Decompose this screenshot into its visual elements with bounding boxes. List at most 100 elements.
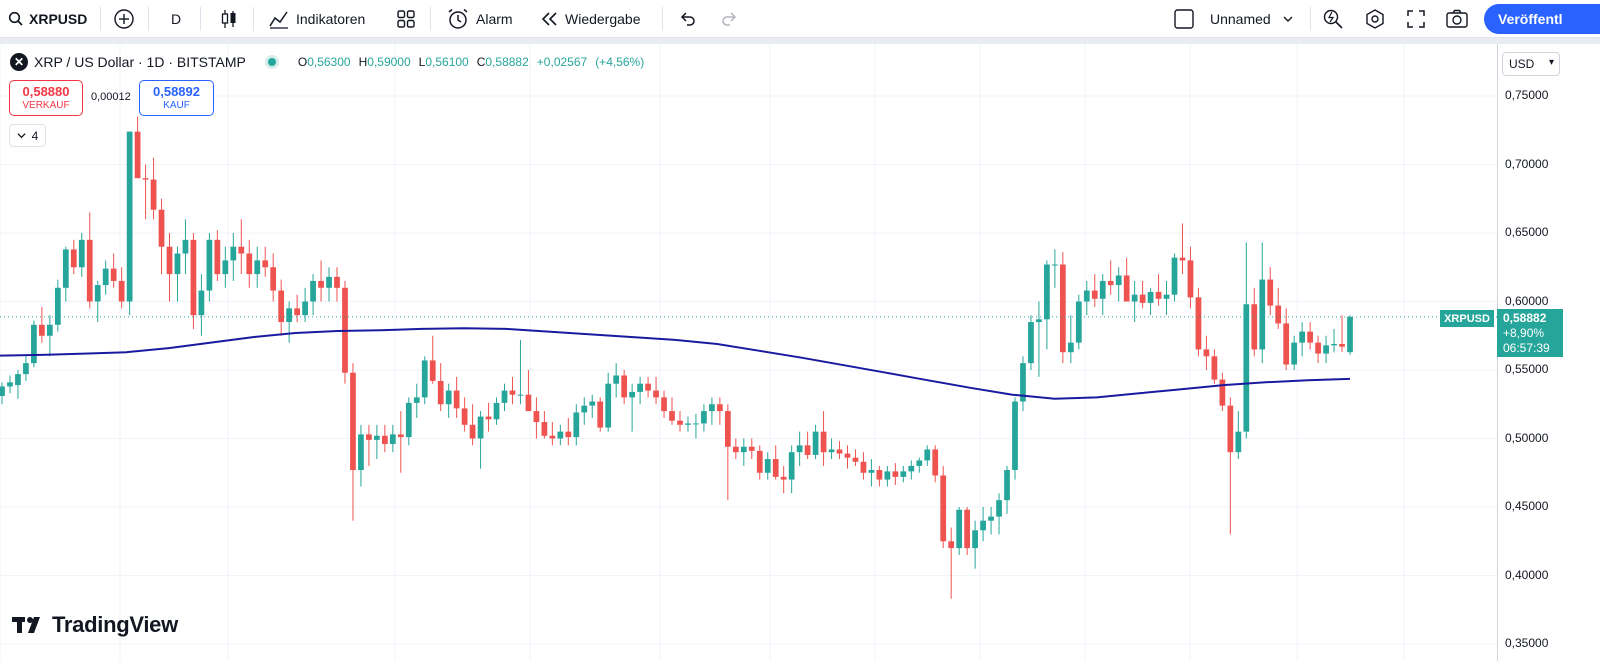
candle-body	[669, 411, 675, 421]
chevron-down-icon	[1283, 16, 1293, 22]
toolbar-separator-bar	[0, 38, 1600, 44]
candle	[796, 431, 803, 466]
candle-body	[764, 459, 771, 473]
currency-label: USD	[1509, 57, 1535, 71]
symbol-price-tag: XRPUSD	[1440, 310, 1494, 327]
candle-body	[724, 411, 731, 447]
candle	[1075, 294, 1082, 350]
indicators-button[interactable]: Indikatoren	[268, 0, 365, 38]
candle-body	[740, 446, 747, 453]
candle-body	[246, 253, 253, 275]
candle	[110, 253, 117, 288]
divider	[1310, 7, 1311, 31]
market-status-icon[interactable]	[267, 58, 276, 66]
candle	[557, 424, 564, 446]
candle	[645, 376, 651, 398]
candles	[0, 116, 1353, 599]
candle	[1179, 223, 1186, 275]
candle	[844, 445, 851, 469]
candle-body	[1067, 342, 1074, 353]
candle	[453, 376, 460, 418]
snapshot-button[interactable]	[1445, 0, 1469, 38]
candle-body	[445, 390, 452, 405]
candle	[310, 274, 316, 316]
publish-button[interactable]: Veröffentl	[1484, 4, 1600, 34]
candle	[988, 507, 994, 535]
fullscreen-button[interactable]	[1406, 0, 1426, 38]
candle-body	[701, 411, 707, 424]
candle	[246, 239, 253, 288]
candle-body	[1012, 401, 1018, 471]
candle	[1052, 249, 1058, 288]
candle	[1235, 411, 1242, 460]
candle-body	[350, 372, 356, 471]
candle-body	[310, 280, 316, 302]
candle	[1299, 322, 1306, 357]
candle	[1339, 315, 1345, 353]
search-icon	[8, 11, 23, 26]
candle-body	[405, 402, 412, 438]
candle	[1091, 274, 1098, 307]
undo-button[interactable]	[679, 0, 697, 38]
candle	[780, 465, 787, 494]
candle-body	[804, 445, 811, 455]
candle	[1219, 372, 1226, 412]
templates-button[interactable]	[395, 0, 417, 38]
candle-body	[142, 178, 149, 180]
chevron-down-icon	[17, 133, 26, 139]
candle-body	[629, 391, 636, 398]
candle-body	[23, 363, 29, 375]
candle	[1187, 246, 1194, 309]
candle-body	[389, 434, 396, 444]
chart-pane[interactable]	[0, 44, 1497, 661]
layout-selector[interactable]: Unnamed	[1173, 0, 1293, 38]
candle	[661, 390, 667, 418]
candle	[397, 411, 404, 473]
currency-selector[interactable]: USD ▾	[1502, 52, 1560, 76]
candle-body	[557, 431, 564, 439]
candle	[724, 404, 731, 501]
candle	[716, 397, 723, 425]
candle-body	[1187, 260, 1194, 298]
candle	[182, 219, 189, 275]
compare-button[interactable]	[113, 0, 135, 38]
candle	[613, 363, 620, 398]
buy-button[interactable]: 0,58892 KAUF	[139, 80, 214, 116]
candle	[1171, 253, 1178, 302]
settings-button[interactable]	[1364, 0, 1386, 38]
candle-body	[732, 446, 739, 453]
quick-search-button[interactable]	[1322, 0, 1344, 38]
alert-button[interactable]: Alarm	[446, 0, 513, 38]
redo-button[interactable]	[720, 0, 738, 38]
interval-button[interactable]: D	[171, 0, 181, 38]
candle-body	[820, 431, 827, 453]
buy-price: 0,58892	[153, 84, 200, 99]
layout-square-icon	[1174, 9, 1194, 29]
candle	[270, 253, 277, 302]
candle	[573, 404, 580, 446]
replay-button[interactable]: Wiedergabe	[540, 0, 641, 38]
candle	[429, 335, 436, 384]
candle	[469, 404, 476, 446]
chart-type-button[interactable]	[219, 0, 239, 38]
symbol-search[interactable]: XRPUSD	[8, 0, 87, 38]
candle-body	[1155, 291, 1162, 299]
tradingview-logo[interactable]: TradingView	[12, 612, 178, 638]
candle	[0, 382, 5, 405]
indicators-collapse-button[interactable]: 4	[9, 124, 46, 147]
candle	[804, 431, 811, 460]
candle	[517, 339, 524, 405]
symbol-title[interactable]: XRP / US Dollar · 1D · BITSTAMP	[34, 54, 246, 70]
candle	[533, 397, 540, 439]
sell-button[interactable]: 0,58880 VERKAUF	[9, 80, 83, 116]
candle-body	[916, 460, 923, 466]
candle	[326, 267, 332, 302]
price-chart[interactable]	[0, 44, 1497, 661]
candle-body	[1099, 280, 1106, 299]
candle-body	[1075, 301, 1082, 343]
candle	[756, 445, 763, 480]
candle-body	[1323, 345, 1329, 354]
undo-icon	[680, 12, 695, 26]
candles-icon	[221, 10, 236, 28]
candle-body	[126, 131, 133, 302]
